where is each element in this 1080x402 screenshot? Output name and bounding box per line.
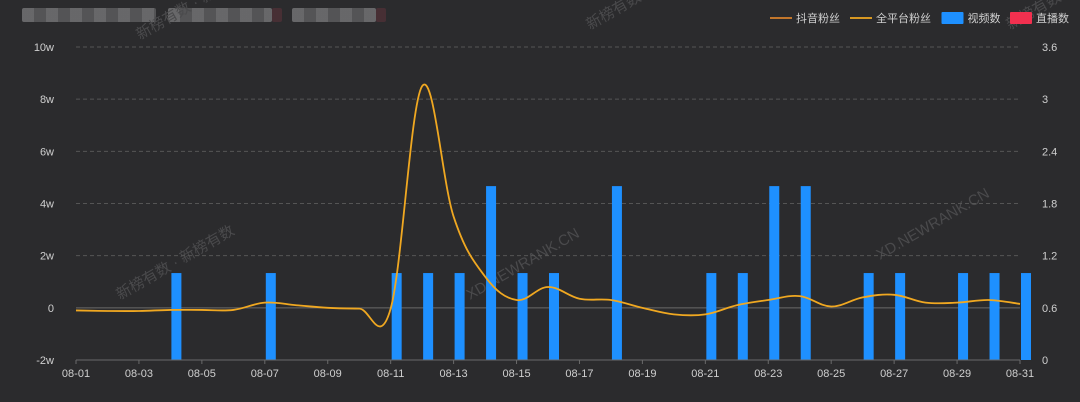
- y-left-tick-label: 8w: [40, 94, 54, 106]
- y-right-tick-label: 0.6: [1042, 303, 1057, 315]
- legend-item-1[interactable]: 全平台粉丝: [850, 11, 931, 25]
- y-left-tick-label: 0: [48, 303, 54, 315]
- y-left-tick-label: 6w: [40, 146, 54, 158]
- bar-videos-4[interactable]: [171, 273, 182, 360]
- bar-videos-26[interactable]: [863, 273, 874, 360]
- y-right-tick-label: 3: [1042, 94, 1048, 106]
- legend-label: 视频数: [968, 11, 1001, 25]
- obscured-title-block-4: [292, 8, 376, 22]
- x-tick-label: 08-13: [440, 368, 468, 380]
- watermark-text-2: XD.NEWRANK.CN: [874, 185, 993, 263]
- bar-videos-21[interactable]: [706, 273, 717, 360]
- bar-videos-15[interactable]: [517, 273, 528, 360]
- legend-label: 全平台粉丝: [876, 11, 931, 25]
- y-right-tick-label: 1.8: [1042, 199, 1057, 211]
- x-tick-label: 08-23: [754, 368, 782, 380]
- y-left-tick-label: 10w: [34, 42, 54, 54]
- y-left-tick-label: -2w: [36, 355, 54, 367]
- legend-item-2[interactable]: 视频数: [941, 11, 1001, 25]
- bar-videos-31[interactable]: [1021, 273, 1031, 360]
- x-tick-label: 08-17: [565, 368, 593, 380]
- watermark-text-3: 新榜有数 · 新榜有数: [584, 0, 708, 33]
- x-tick-label: 08-31: [1006, 368, 1034, 380]
- x-tick-label: 08-05: [188, 368, 216, 380]
- bar-videos-12[interactable]: [423, 273, 434, 360]
- x-tick-label: 08-11: [377, 368, 404, 380]
- x-tick-label: 08-21: [691, 368, 719, 380]
- legend-item-3[interactable]: 直播数: [1010, 11, 1069, 25]
- bar-videos-14[interactable]: [486, 186, 497, 360]
- x-tick-label: 08-03: [125, 368, 153, 380]
- obscured-title-block-2: [168, 8, 272, 22]
- bar-videos-30[interactable]: [989, 273, 1000, 360]
- legend-label: 直播数: [1036, 11, 1069, 25]
- x-tick-label: 08-01: [62, 368, 90, 380]
- bar-videos-18[interactable]: [611, 186, 622, 360]
- x-tick-label: 08-09: [314, 368, 342, 380]
- bar-videos-22[interactable]: [737, 273, 748, 360]
- y-right-tick-label: 1.2: [1042, 251, 1057, 263]
- legend-rect-swatch: [1010, 12, 1032, 24]
- x-tick-label: 08-19: [628, 368, 656, 380]
- bar-videos-23[interactable]: [769, 186, 780, 360]
- x-tick-label: 08-29: [943, 368, 971, 380]
- bar-videos-7[interactable]: [265, 273, 276, 360]
- bar-videos-24[interactable]: [800, 186, 811, 360]
- legend-label: 抖音粉丝: [796, 11, 840, 25]
- x-tick-label: 08-25: [817, 368, 845, 380]
- y-left-tick-label: 4w: [40, 199, 54, 211]
- y-left-tick-label: 2w: [40, 251, 54, 263]
- legend-rect-swatch: [941, 12, 964, 24]
- bar-videos-11[interactable]: [391, 273, 402, 360]
- line-all-platform-fans[interactable]: [75, 83, 1021, 328]
- y-right-tick-label: 0: [1042, 355, 1048, 367]
- x-tick-label: 08-27: [880, 368, 908, 380]
- obscured-title-block-3: [272, 8, 282, 22]
- legend-item-0[interactable]: 抖音粉丝: [770, 11, 840, 25]
- obscured-title-block-5: [376, 8, 386, 22]
- x-tick-label: 08-07: [251, 368, 279, 380]
- bar-videos-27[interactable]: [895, 273, 906, 360]
- bar-videos-13[interactable]: [454, 273, 465, 360]
- y-right-tick-label: 2.4: [1042, 146, 1057, 158]
- y-right-tick-label: 3.6: [1042, 42, 1057, 54]
- bar-videos-16[interactable]: [549, 273, 559, 360]
- bar-videos-29[interactable]: [958, 273, 969, 360]
- x-tick-label: 08-15: [502, 368, 530, 380]
- watermark-text-5: 新榜有数 · 新榜有数: [134, 0, 258, 43]
- obscured-title-block-1: [22, 8, 156, 22]
